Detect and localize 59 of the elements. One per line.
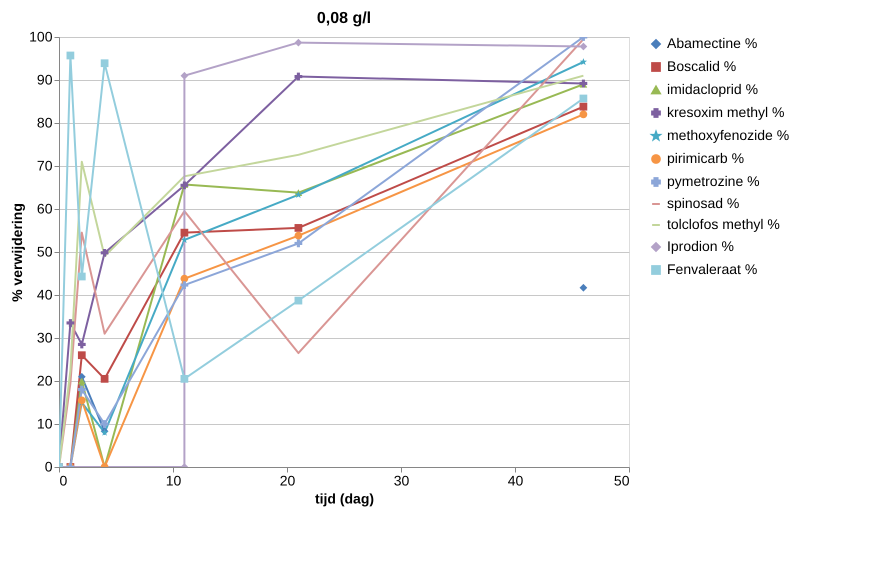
y-tick-label: 40 [36, 286, 53, 302]
point [580, 42, 588, 50]
x-tick-label: 30 [394, 472, 410, 488]
legend-label: imidacloprid % [667, 81, 758, 97]
legend-label: Fenvaleraat % [667, 261, 758, 277]
x-tick-label: 40 [508, 472, 524, 488]
y-tick-label: 100 [29, 28, 53, 44]
x-tick-label: 10 [166, 472, 182, 488]
point [294, 38, 302, 46]
y-tick-label: 90 [36, 72, 53, 88]
y-tick-label: 30 [36, 330, 53, 346]
point [580, 102, 588, 111]
point [294, 224, 302, 232]
point [100, 59, 108, 68]
chart-title: 0,08 g/l [316, 10, 372, 27]
x-tick-label: 20 [280, 472, 296, 488]
point [294, 232, 302, 240]
legend-label: Abamectine % [667, 35, 758, 51]
legend-label: Iprodion % [667, 238, 734, 254]
point [78, 351, 86, 360]
legend-label: spinosad % [667, 195, 740, 211]
y-tick-label: 20 [36, 372, 53, 388]
point [294, 240, 302, 248]
point [180, 374, 188, 383]
point [294, 296, 302, 304]
point [180, 72, 188, 80]
legend-label: methoxyfenozide % [667, 127, 790, 143]
point [580, 58, 588, 66]
point [100, 420, 108, 428]
point [66, 52, 74, 60]
point [180, 281, 188, 289]
point [580, 284, 588, 292]
legend-label: kresoxim methyl % [667, 104, 784, 120]
point [294, 72, 302, 80]
y-axis-title: % verwijdering [9, 203, 26, 302]
point [100, 248, 108, 257]
point [78, 272, 86, 280]
y-tick-label: 10 [36, 416, 53, 432]
y-tick-label: 0 [44, 458, 53, 474]
legend-label: pymetrozine % [667, 173, 760, 189]
point [580, 94, 588, 102]
point [66, 319, 74, 327]
x-axis-title: tijd (dag) [314, 490, 374, 506]
point [580, 110, 588, 118]
y-tick-label: 60 [36, 200, 53, 216]
point [78, 396, 86, 404]
point [78, 378, 86, 384]
x-tick-label: 0 [60, 472, 68, 488]
y-tick-label: 70 [36, 158, 53, 174]
x-tick-label: 50 [614, 472, 630, 488]
point [180, 228, 188, 237]
y-tick-label: 80 [36, 114, 53, 130]
point [78, 386, 86, 394]
legend-label: Boscalid % [667, 58, 736, 74]
point [78, 340, 86, 348]
legend-label: tolclofos methyl % [667, 216, 780, 232]
legend-label: pirimicarb % [667, 150, 744, 166]
y-tick-label: 50 [36, 244, 53, 260]
point [100, 374, 108, 383]
